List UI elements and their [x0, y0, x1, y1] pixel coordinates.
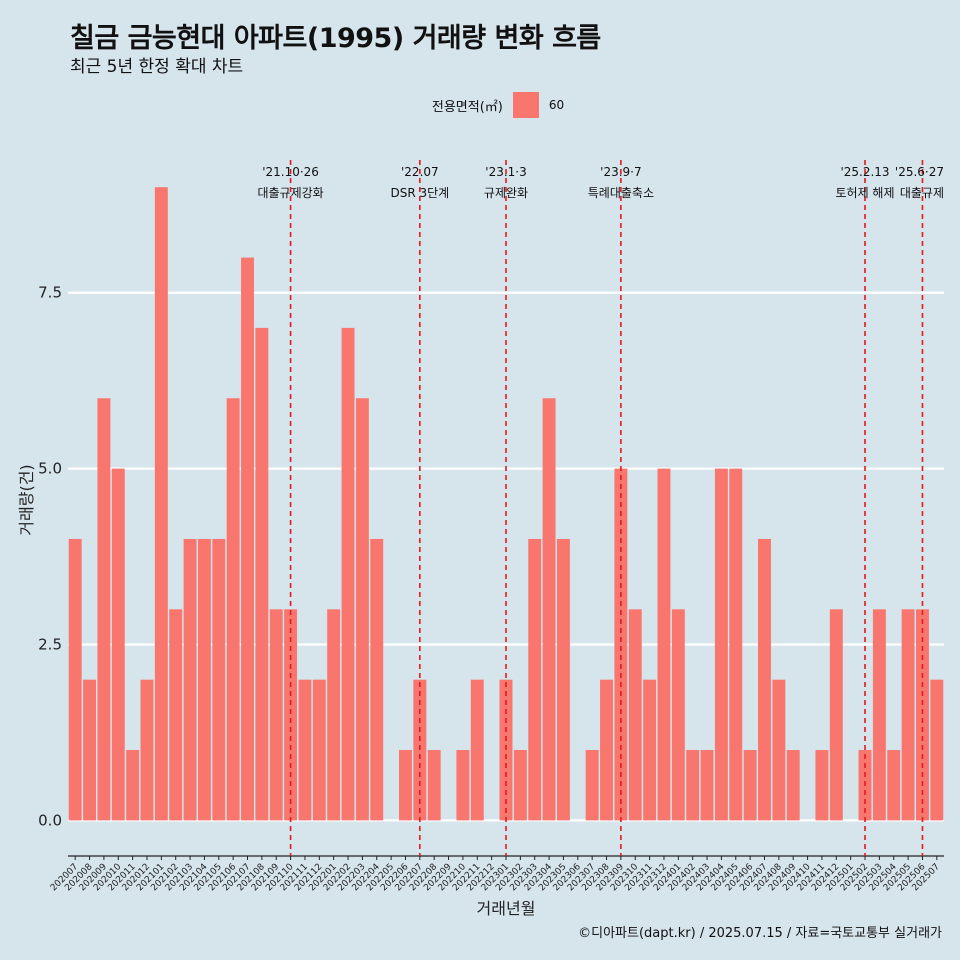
x-axis-title: 거래년월 — [477, 899, 536, 918]
y-tick-label: 2.5 — [38, 635, 62, 653]
bar — [298, 679, 312, 821]
bar — [269, 609, 283, 821]
bar — [126, 750, 140, 821]
bar — [786, 750, 800, 821]
legend-swatch — [512, 92, 539, 118]
chart-title: 칠금 금능현대 아파트(1995) 거래량 변화 흐름 — [70, 23, 601, 54]
bar — [154, 187, 168, 821]
bar — [399, 750, 412, 821]
bar — [915, 609, 929, 821]
bar — [68, 538, 82, 821]
bar — [829, 609, 843, 821]
bar — [370, 538, 384, 821]
bar — [255, 327, 269, 821]
bar — [513, 750, 527, 821]
y-tick-label: 0.0 — [38, 811, 62, 829]
bar — [542, 398, 556, 821]
bar — [887, 750, 901, 821]
bar — [628, 609, 642, 821]
annotation-label: 토허제 해제 — [836, 186, 895, 200]
bar — [729, 468, 743, 821]
annotation-label: 특례대출축소 — [588, 186, 654, 200]
bar — [528, 538, 542, 821]
bar — [413, 679, 427, 821]
bar — [341, 327, 355, 821]
bar — [743, 750, 757, 821]
legend-title: 전용면적(㎡) — [431, 99, 503, 115]
bar — [284, 609, 298, 821]
bar — [686, 750, 700, 821]
legend-label: 60 — [548, 98, 565, 112]
annotation-date: '21.10·26 — [262, 165, 319, 179]
y-axis-title: 거래량(건) — [17, 464, 36, 535]
bar — [643, 679, 657, 821]
bar — [183, 538, 197, 821]
bar — [614, 468, 628, 821]
bar — [327, 609, 341, 821]
bar — [83, 679, 97, 821]
bar — [714, 468, 728, 821]
bar — [901, 609, 915, 821]
bar — [657, 468, 671, 821]
bar — [111, 468, 125, 821]
bar — [197, 538, 211, 821]
bar — [815, 750, 829, 821]
legend: 전용면적(㎡) 60 — [0, 92, 960, 118]
bar — [556, 538, 570, 821]
annotation-label: 대출규제 — [900, 186, 944, 200]
bar — [600, 679, 613, 821]
bar — [758, 538, 771, 821]
bar — [427, 750, 441, 821]
bar — [456, 750, 470, 821]
bar — [312, 679, 326, 821]
annotation-label: 대출규제강화 — [257, 186, 323, 200]
chart-subtitle: 최근 5년 한정 확대 차트 — [70, 57, 244, 77]
bar — [930, 679, 944, 821]
bar — [241, 257, 254, 821]
annotation-label: DSR 3단계 — [390, 186, 449, 200]
bar — [97, 398, 111, 821]
bar — [355, 398, 369, 821]
annotation-label: 규제완화 — [484, 186, 528, 200]
bar — [585, 750, 599, 821]
bar — [140, 679, 154, 821]
bar — [671, 609, 685, 821]
annotation-date: '22.07 — [401, 165, 439, 179]
bar — [470, 679, 484, 821]
bar — [872, 609, 886, 821]
source-caption: ©디아파트(dapt.kr) / 2025.07.15 / 자료=국토교통부 실… — [578, 926, 942, 941]
y-tick-label: 5.0 — [38, 460, 62, 478]
bar — [226, 398, 240, 821]
annotation-date: '23.9·7 — [600, 165, 641, 179]
bar — [700, 750, 714, 821]
bar — [499, 679, 513, 821]
bar — [772, 679, 786, 821]
bar — [169, 609, 183, 821]
annotation-date: '25.6·27 — [895, 165, 944, 179]
annotation-date: '23.1·3 — [485, 165, 526, 179]
y-tick-label: 7.5 — [38, 284, 62, 302]
annotation-date: '25.2.13 — [840, 165, 889, 179]
bar — [212, 538, 226, 821]
